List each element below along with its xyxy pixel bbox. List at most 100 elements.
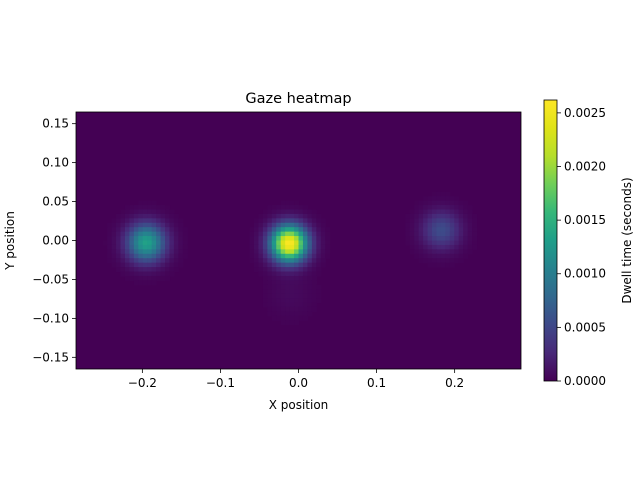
heatmap-cell [138, 271, 144, 277]
heatmap-cell [325, 236, 331, 242]
heatmap-cell [285, 320, 291, 326]
heatmap-cell [267, 298, 273, 304]
heatmap-cell [285, 275, 291, 281]
heatmap-cell [267, 258, 273, 264]
heatmap-cell [436, 258, 442, 264]
heatmap-cell [173, 231, 179, 237]
heatmap-cell [271, 205, 277, 211]
heatmap-cell [423, 244, 429, 250]
heatmap-cell [271, 249, 277, 255]
heatmap-cell [472, 222, 478, 228]
heatmap-cell [316, 249, 322, 255]
heatmap-cell [267, 218, 273, 224]
heatmap-cell [298, 227, 304, 233]
heatmap-cell [249, 231, 255, 237]
heatmap-cell [427, 227, 433, 233]
heatmap-cell [311, 306, 317, 312]
heatmap-cell [280, 302, 286, 308]
heatmap-cell [133, 240, 139, 246]
heatmap-cell [440, 227, 446, 233]
heatmap-cell [129, 249, 135, 255]
heatmap-cell [311, 262, 317, 268]
heatmap-cell [160, 209, 166, 215]
heatmap-cell [316, 240, 322, 246]
heatmap-cell [409, 222, 415, 228]
heatmap-cell [467, 240, 473, 246]
heatmap-cell [156, 218, 162, 224]
y-tick-label: −0.15 [32, 350, 69, 364]
heatmap-cell [147, 227, 153, 233]
heatmap-cell [107, 253, 113, 259]
heatmap-cell [432, 218, 438, 224]
heatmap-cell [138, 253, 144, 259]
heatmap-cell [138, 222, 144, 228]
colorbar-tick-label: 0.0020 [564, 159, 606, 173]
heatmap-cell [285, 284, 291, 290]
heatmap-cell [414, 253, 420, 259]
heatmap-cell [160, 222, 166, 228]
heatmap-cell [289, 315, 295, 321]
heatmap-cell [262, 213, 268, 219]
heatmap-cell [405, 240, 411, 246]
heatmap-cell [414, 222, 420, 228]
heatmap-cell [285, 240, 291, 246]
heatmap-cell [302, 222, 308, 228]
heatmap-cell [280, 262, 286, 268]
heatmap-cell [258, 244, 264, 250]
heatmap-cell [129, 218, 135, 224]
heatmap-cell [111, 227, 117, 233]
heatmap-cell [405, 236, 411, 242]
heatmap-cell [445, 249, 451, 255]
heatmap-cell [289, 275, 295, 281]
heatmap-cell [472, 218, 478, 224]
heatmap-cell [409, 231, 415, 237]
heatmap-cell [271, 213, 277, 219]
heatmap-cell [160, 218, 166, 224]
heatmap-cell [271, 267, 277, 273]
heatmap-cell [409, 244, 415, 250]
heatmap-cell [120, 227, 126, 233]
heatmap-cell [432, 262, 438, 268]
heatmap-cell [436, 253, 442, 259]
colorbar-gradient [544, 100, 557, 381]
heatmap-cell [445, 244, 451, 250]
heatmap-cell [276, 275, 282, 281]
heatmap-cell [320, 262, 326, 268]
heatmap-cell [294, 302, 300, 308]
heatmap-cell [254, 249, 260, 255]
heatmap-cell [280, 311, 286, 317]
heatmap-cell [138, 249, 144, 255]
heatmap-cell [432, 205, 438, 211]
heatmap-cell [409, 227, 415, 233]
heatmap-cell [289, 311, 295, 317]
heatmap-cell [449, 213, 455, 219]
heatmap-cell [298, 293, 304, 299]
heatmap-cell [454, 240, 460, 246]
heatmap-cell [124, 267, 130, 273]
heatmap-cell [262, 280, 268, 286]
heatmap-cell [311, 253, 317, 259]
heatmap-cell [156, 253, 162, 259]
heatmap-cell [147, 231, 153, 237]
heatmap-cell [147, 213, 153, 219]
heatmap-cell [294, 284, 300, 290]
heatmap-cell [427, 240, 433, 246]
heatmap-cell [169, 213, 175, 219]
heatmap-cell [316, 227, 322, 233]
colorbar-tick-label: 0.0000 [564, 374, 606, 388]
heatmap-cell [449, 249, 455, 255]
heatmap-cell [156, 267, 162, 273]
heatmap-cell [271, 244, 277, 250]
heatmap-cell [436, 200, 442, 206]
heatmap-cell [276, 209, 282, 215]
heatmap-cell [325, 253, 331, 259]
heatmap-cell [436, 231, 442, 237]
heatmap-cell [440, 222, 446, 228]
heatmap-cell [432, 209, 438, 215]
heatmap-cell [138, 227, 144, 233]
heatmap-cell [169, 262, 175, 268]
heatmap-cell [285, 253, 291, 259]
heatmap-cell [440, 244, 446, 250]
heatmap-cell [427, 213, 433, 219]
heatmap-cell [271, 311, 277, 317]
